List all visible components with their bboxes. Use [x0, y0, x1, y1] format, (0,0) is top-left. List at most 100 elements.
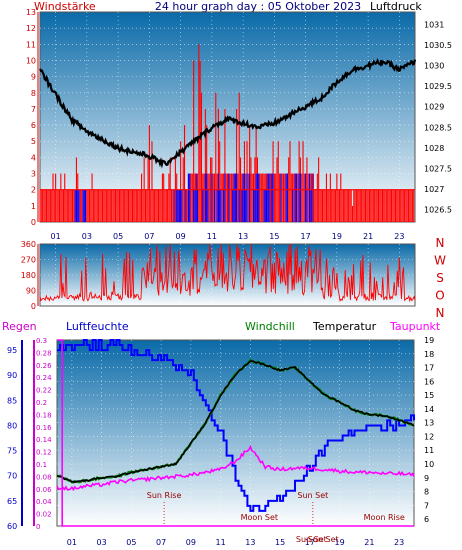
temperature-tick: 9: [424, 474, 429, 483]
time-tick-bottom: 11: [216, 538, 226, 547]
wind-speed-tick: 3: [31, 170, 36, 179]
rain-tick: 0.16: [36, 424, 52, 432]
rain-tick: 0.06: [36, 486, 52, 494]
temperature-tick: 6: [424, 515, 429, 524]
humidity-tick: 90: [7, 371, 17, 380]
time-tick: 17: [301, 232, 311, 241]
temperature-lines-group: [56, 339, 415, 527]
axis-labels: 0123456789101112131026.510271027.5102810…: [7, 8, 452, 547]
pressure-tick: 1026.5: [424, 206, 452, 215]
compass-letter: N: [436, 236, 445, 250]
wind-direction-line: [39, 244, 416, 303]
direction-tick: 180: [21, 271, 36, 280]
wind-speed-tick: 9: [31, 73, 36, 82]
temperature-tick: 19: [424, 336, 434, 345]
rain-tick: 0.08: [36, 473, 52, 481]
humidity-tick: 95: [7, 346, 17, 355]
humidity-tick: 65: [7, 497, 17, 506]
temperature-tick: 10: [424, 460, 434, 469]
wind-speed-tick: 5: [31, 137, 36, 146]
time-tick: 15: [269, 232, 279, 241]
legend-regen: Regen: [2, 320, 37, 333]
time-tick: 07: [144, 232, 154, 241]
wind-speed-tick: 10: [26, 56, 36, 65]
annotation-label: Sun Set: [296, 535, 327, 544]
legend-windchill: Windchill: [245, 320, 295, 333]
time-tick: 21: [363, 232, 373, 241]
rain-tick: 0.04: [36, 498, 52, 506]
wind-speed-tick: 8: [31, 89, 36, 98]
chart-title: 24 hour graph day : 05 Oktober 2023: [155, 0, 361, 13]
time-tick-bottom: 03: [97, 538, 107, 547]
rain-line: [57, 339, 414, 527]
pressure-tick: 1029.5: [424, 82, 452, 91]
temperature-tick: 8: [424, 488, 429, 497]
pressure-tick: 1027.5: [424, 164, 452, 173]
rain-tick: 0.18: [36, 411, 52, 419]
time-tick: 11: [207, 232, 217, 241]
annotation-label: Sun Set: [297, 491, 328, 500]
pressure-title: Luftdruck: [370, 0, 422, 13]
compass-letter: N: [436, 306, 445, 320]
direction-tick: 270: [21, 256, 36, 265]
time-tick-bottom: 13: [245, 538, 255, 547]
temperature-tick: 15: [424, 391, 434, 400]
pressure-tick: 1028: [424, 144, 444, 153]
time-tick-bottom: 23: [394, 538, 404, 547]
time-tick-bottom: 05: [126, 538, 136, 547]
wind-speed-tick: 7: [31, 105, 36, 114]
temperature-tick: 7: [424, 501, 429, 510]
temperature-line: [56, 360, 415, 484]
rain-tick: 0.26: [36, 362, 52, 370]
time-tick: 13: [238, 232, 248, 241]
annotation-label: Sun Set: [308, 535, 339, 544]
wind-speed-tick: 4: [31, 153, 36, 162]
time-tick: 01: [51, 232, 61, 241]
temperature-tick: 13: [424, 419, 434, 428]
pressure-tick: 1030: [424, 62, 444, 71]
pressure-tick: 1030.5: [424, 41, 452, 50]
temperature-tick: 12: [424, 432, 434, 441]
annotation-label: Moon Rise: [364, 513, 405, 522]
compass-letter: O: [435, 289, 444, 303]
annotation-label: Sun Rise: [147, 491, 182, 500]
pressure-tick: 1027: [424, 185, 444, 194]
annotation-label: Moon Set: [241, 513, 278, 522]
legend-taupunkt: Taupunkt: [389, 320, 441, 333]
rain-tick: 0: [36, 523, 40, 531]
wind-speed-tick: 13: [26, 8, 36, 17]
temperature-tick: 14: [424, 405, 434, 414]
rain-tick: 0.3: [36, 337, 47, 345]
wind-speed-tick: 2: [31, 186, 36, 195]
time-tick-bottom: 19: [335, 538, 345, 547]
wind-speed-tick: 11: [26, 40, 36, 49]
time-tick: 09: [176, 232, 186, 241]
humidity-tick: 80: [7, 421, 17, 430]
wind-speed-tick: 0: [31, 218, 36, 227]
humidity-tick: 75: [7, 447, 17, 456]
time-tick-bottom: 09: [186, 538, 196, 547]
legend-luftfeuchte: Luftfeuchte: [66, 320, 129, 333]
temperature-tick: 11: [424, 446, 434, 455]
time-tick: 23: [394, 232, 404, 241]
direction-tick: 360: [21, 240, 36, 249]
rain-tick: 0.14: [36, 436, 52, 444]
direction-tick: 0: [31, 302, 36, 311]
compass-letter: S: [436, 271, 444, 285]
time-tick-bottom: 21: [364, 538, 374, 547]
pressure-tick: 1029: [424, 103, 444, 112]
rain-tick: 0.28: [36, 349, 52, 357]
pressure-line: [39, 57, 417, 169]
wind-title: Windstärke: [34, 0, 96, 13]
temperature-tick: 16: [424, 377, 434, 386]
wind-bars: [39, 44, 415, 222]
wind-speed-tick: 1: [31, 202, 36, 211]
pressure-line-group: [39, 57, 417, 169]
direction-tick: 90: [26, 287, 36, 296]
rain-tick: 0.22: [36, 387, 52, 395]
rain-tick: 0.02: [36, 511, 52, 519]
humidity-line: [57, 339, 415, 512]
wind-direction-line-group: [39, 244, 416, 303]
